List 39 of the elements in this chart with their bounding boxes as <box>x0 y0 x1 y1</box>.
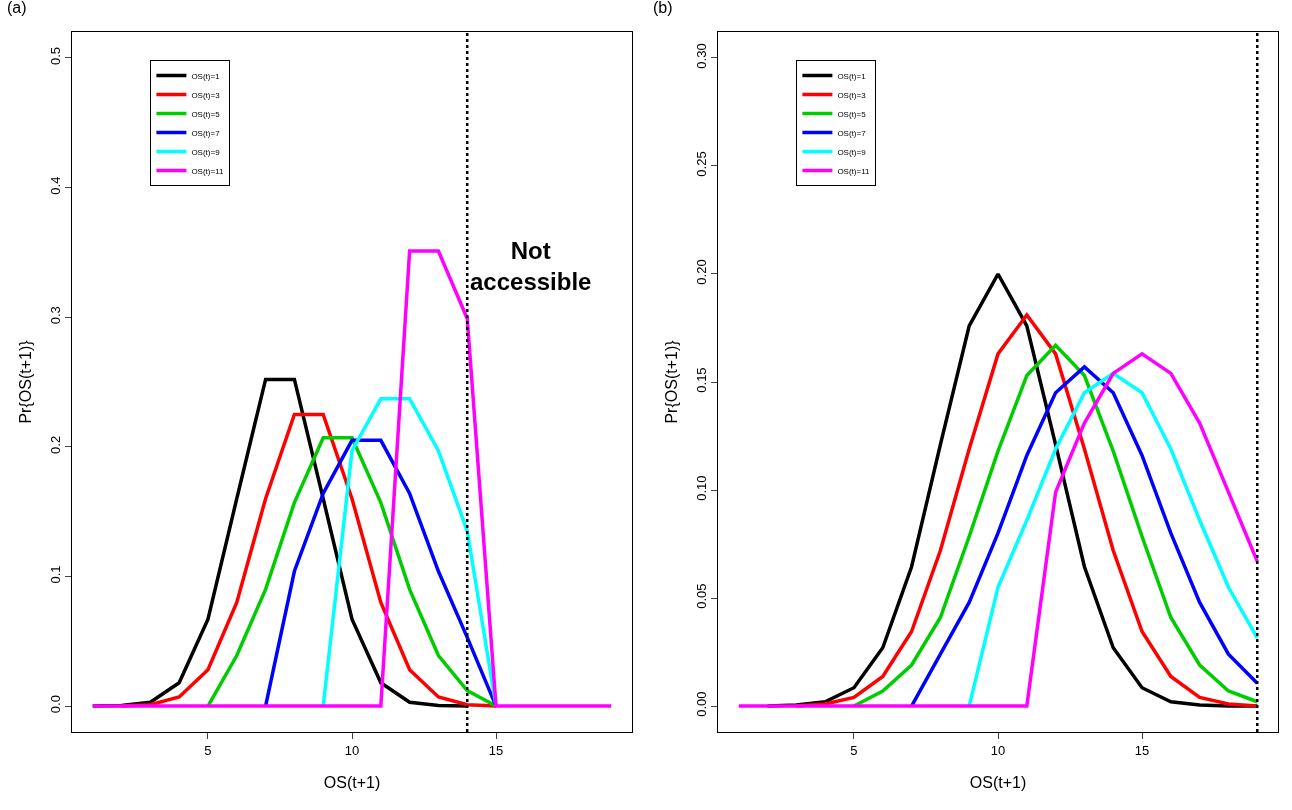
legend-label: OS(t)=3 <box>837 90 867 100</box>
legend-label: OS(t)=9 <box>837 147 867 157</box>
legend-label: OS(t)=5 <box>837 109 867 119</box>
legend-label: OS(t)=1 <box>191 71 221 81</box>
x-tick-label: 10 <box>344 742 360 758</box>
x-tick-label: 15 <box>488 742 504 758</box>
y-tick-label: 0.25 <box>693 151 709 177</box>
y-tick-label: 0.2 <box>47 435 63 454</box>
y-tick-label: 0.0 <box>47 695 63 714</box>
y-tick-label: 0.1 <box>47 565 63 584</box>
y-tick-label: 0.5 <box>47 46 63 66</box>
legend-label: OS(t)=7 <box>191 128 221 138</box>
y-tick-label: 0.05 <box>693 583 709 609</box>
y-axis-title: Pr{OS(t+1)} <box>662 339 680 424</box>
x-axis-title: OS(t+1) <box>323 774 381 792</box>
y-tick-label: 0.15 <box>693 367 709 393</box>
y-tick-label: 0.00 <box>693 691 709 717</box>
annotation: Not accessible <box>470 237 592 296</box>
chart-title: (b) <box>653 0 673 16</box>
x-tick-label: 10 <box>990 742 1006 758</box>
y-tick-label: 0.4 <box>47 176 63 195</box>
line-series <box>736 352 1260 708</box>
legend-label: OS(t)=11 <box>837 166 871 176</box>
y-tick-label: 0.20 <box>693 259 709 285</box>
x-tick-label: 15 <box>1134 742 1150 758</box>
legend-label: OS(t)=1 <box>837 71 867 81</box>
x-tick-label: 5 <box>204 742 212 758</box>
y-axis-title: Pr{OS(t+1)} <box>16 339 34 424</box>
x-axis-title: OS(t+1) <box>969 774 1027 792</box>
x-tick-label: 5 <box>850 742 858 758</box>
legend-label: OS(t)=9 <box>191 147 221 157</box>
legend-label: OS(t)=5 <box>191 109 221 119</box>
y-tick-label: 0.30 <box>693 43 709 69</box>
y-tick-label: 0.3 <box>47 306 63 325</box>
chart-title: (a) <box>7 0 27 16</box>
legend-label: OS(t)=11 <box>191 166 225 176</box>
legend-label: OS(t)=7 <box>837 128 867 138</box>
legend-label: OS(t)=3 <box>191 90 221 100</box>
y-tick-label: 0.10 <box>693 475 709 501</box>
